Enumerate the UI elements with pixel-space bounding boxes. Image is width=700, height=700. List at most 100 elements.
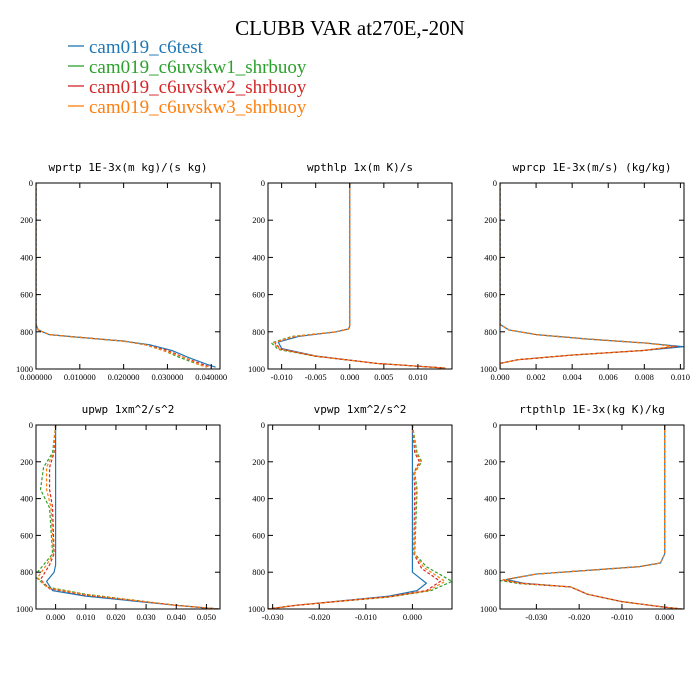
y-tick-label: 1000 [480,604,497,614]
chart-panel-5: vpwp 1xm^2/s^2 -0.030 -0.020 -0.010 0.000 0 20… [248,403,453,622]
x-tick-label: 0.050 [197,612,216,622]
y-tick-label: 400 [484,494,497,504]
y-tick-label: 800 [20,327,33,337]
y-tick-label: 1000 [248,604,265,614]
y-tick-label: 0 [29,178,33,188]
legend-label: cam019_c6uvskw1_shrbuoy [89,57,307,78]
series-line-4 [502,425,682,609]
y-tick-label: 200 [484,215,497,225]
y-tick-label: 600 [20,530,33,540]
x-tick-label: 0.040000 [195,372,227,382]
x-tick-label: 0.000000 [20,372,52,382]
x-tick-label: 0.010 [671,372,690,382]
chart-panel-3: wprcp 1E-3x(m/s) (kg/kg) 0.000 0.002 0.004 0… [480,161,690,382]
x-tick-label: 0.010 [408,372,427,382]
legend-label: cam019_c6uvskw2_shrbuoy [89,77,307,98]
y-tick-label: 400 [252,494,265,504]
series-group [500,183,684,369]
x-tick-label: 0.005 [374,372,393,382]
y-tick-label: 400 [20,252,33,262]
panel-title: vpwp 1xm^2/s^2 [314,403,407,416]
y-tick-label: 200 [20,215,33,225]
y-tick-label: 600 [252,530,265,540]
series-group [268,425,452,609]
y-tick-label: 400 [252,252,265,262]
y-tick-label: 200 [20,457,33,467]
series-line-3 [274,183,446,369]
x-tick-label: 0.006 [599,372,618,382]
series-group [36,425,219,609]
plot-frame [267,182,453,370]
y-tick-label: 800 [484,327,497,337]
legend: cam019_c6testcam019_c6uvskw1_shrbuoycam0… [68,37,307,118]
series-group [36,183,216,368]
x-tick-label: -0.010 [611,612,633,622]
legend-entry: cam019_c6uvskw2_shrbuoy [68,77,307,98]
series-group [500,425,682,609]
y-tick-label: 600 [20,290,33,300]
x-tick-label: 0.004 [563,372,583,382]
series-line-2 [36,183,208,368]
series-line-3 [501,425,682,609]
x-tick-label: -0.010 [271,372,293,382]
series-line-4 [272,183,446,369]
y-tick-label: 200 [252,215,265,225]
x-tick-label: -0.030 [525,612,547,622]
y-tick-label: 800 [484,567,497,577]
x-tick-label: 0.030000 [151,372,183,382]
chart-panel-2: wpthlp 1x(m K)/s -0.010 -0.005 0.000 0.005 0.… [248,161,453,382]
panel-title: rtpthlp 1E-3x(kg K)/kg [519,403,665,416]
legend-label: cam019_c6uvskw3_shrbuoy [89,97,307,118]
x-tick-label: 0.002 [527,372,546,382]
y-tick-label: 400 [484,252,497,262]
y-tick-label: 200 [484,457,497,467]
y-tick-label: 200 [252,457,265,467]
y-tick-label: 800 [20,567,33,577]
x-tick-label: 0.008 [635,372,654,382]
plot-frame [267,424,453,610]
x-tick-label: -0.010 [355,612,377,622]
y-tick-label: 400 [20,494,33,504]
y-tick-label: 800 [252,567,265,577]
series-line-1 [505,425,682,609]
panel-title: wpthlp 1x(m K)/s [307,161,413,174]
y-tick-label: 600 [484,290,497,300]
x-tick-label: 0.000 [403,612,422,622]
chart-panel-4: upwp 1xm^2/s^2 0.000 0.010 0.020 0.030 0.040 0… [16,403,221,622]
y-tick-label: 0 [29,420,33,430]
series-line-3 [39,425,219,609]
series-line-1 [500,183,684,369]
panel-title: upwp 1xm^2/s^2 [82,403,175,416]
y-tick-label: 0 [493,178,497,188]
series-line-3 [500,183,678,369]
x-tick-label: 0.000 [490,372,509,382]
x-tick-label: 0.000 [340,372,359,382]
x-tick-label: -0.020 [568,612,590,622]
x-tick-label: 0.010 [76,612,95,622]
series-line-4 [36,425,219,609]
chart-panel-6: rtpthlp 1E-3x(kg K)/kg -0.030 -0.020 -0.010… [480,403,685,622]
series-line-3 [268,425,441,609]
plot-frame [35,424,221,610]
x-tick-label: 0.020000 [108,372,140,382]
y-tick-label: 1000 [16,364,33,374]
y-tick-label: 0 [261,420,265,430]
plot-frame [499,424,685,610]
y-tick-label: 600 [252,290,265,300]
x-tick-label: -0.005 [305,372,327,382]
x-tick-label: 0.000 [655,612,674,622]
series-line-2 [36,425,219,609]
y-tick-label: 0 [493,420,497,430]
x-tick-label: 0.010000 [64,372,96,382]
chart-panel-1: wprtp 1E-3x(m kg)/(s kg) 0.000000 0.010000… [16,161,227,382]
y-tick-label: 600 [484,530,497,540]
x-tick-label: -0.030 [262,612,284,622]
legend-entry: cam019_c6test [68,37,204,58]
series-line-1 [36,183,216,368]
series-line-4 [500,183,674,369]
series-line-3 [36,183,212,368]
series-line-4 [268,425,446,609]
panel-title: wprcp 1E-3x(m/s) (kg/kg) [513,161,672,174]
series-line-1 [277,183,446,369]
